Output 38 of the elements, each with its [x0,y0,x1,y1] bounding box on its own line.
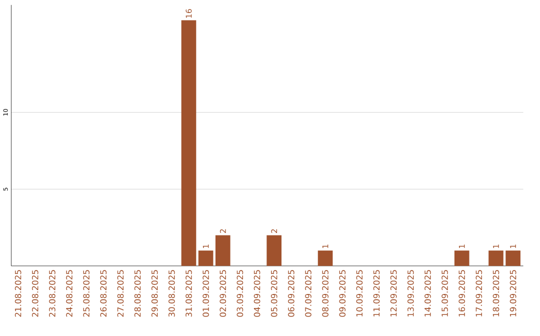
x-tick-label: 01.09.2025 [202,270,209,317]
x-tick-label: 09.09.2025 [339,270,346,317]
x-tick-label: 16.09.2025 [458,270,466,316]
x-tick-label: 30.08.2025 [168,270,175,317]
x-tick-label: 23.08.2025 [49,270,56,317]
x-tick-label: 11.09.2025 [373,270,380,316]
x-tick-label: 17.09.2025 [476,270,482,316]
x-tick-label: 07.09.2025 [305,270,312,317]
x-tick-label: 24.08.2025 [66,270,72,317]
x-tick-label: 03.09.2025 [236,270,244,317]
x-tick-label: 15.09.2025 [442,270,448,316]
bar [454,250,470,266]
bar [266,235,282,266]
x-tick-label: 22.08.2025 [32,270,38,317]
x-tick-label: 06.09.2025 [288,270,294,317]
x-tick-label: 10.09.2025 [356,270,363,316]
bar [318,250,333,266]
x-tick-label: 29.08.2025 [151,270,158,317]
x-tick-label: 18.09.2025 [492,270,500,316]
bar [506,250,520,266]
bar [215,235,230,266]
x-tick-label: 04.09.2025 [254,270,260,317]
bar [198,250,214,266]
x-tick-label: 25.08.2025 [83,270,90,317]
x-tick-label: 14.09.2025 [424,270,431,316]
x-tick-label: 19.09.2025 [510,270,516,316]
bar [488,250,504,266]
x-tick-label: 08.09.2025 [322,270,328,317]
x-tick-label: 02.09.2025 [220,270,226,317]
x-tick-label: 28.08.2025 [134,270,141,317]
bar [181,20,196,266]
x-tick-label: 13.09.2025 [407,270,414,316]
x-tick-label: 27.08.2025 [117,270,124,317]
x-tick-label: 26.08.2025 [100,270,107,317]
x-tick-label: 21.08.2025 [14,270,22,317]
x-tick-label: 12.09.2025 [390,270,397,316]
x-tick-label: 05.09.2025 [270,270,278,317]
x-tick-label: 31.08.2025 [186,270,192,317]
